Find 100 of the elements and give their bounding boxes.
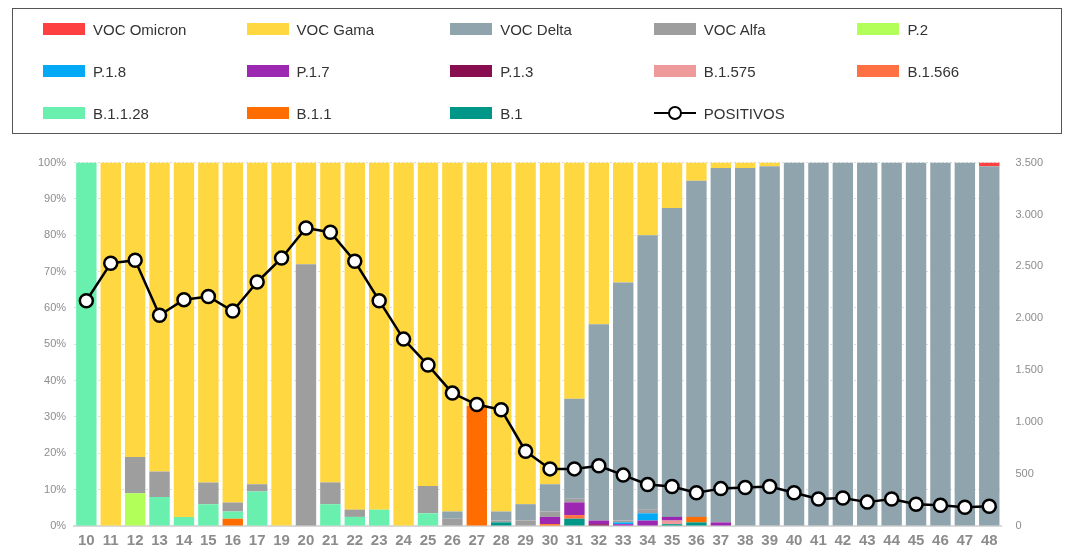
y2-tick-label: 2.500 — [1015, 259, 1043, 272]
y-tick-label: 10% — [44, 482, 67, 495]
bar — [588, 324, 610, 521]
y-tick-label: 70% — [44, 264, 67, 277]
bar — [222, 502, 243, 512]
y2-tick-label: 500 — [1015, 467, 1034, 480]
x-tick-label: 42 — [834, 531, 852, 549]
bar — [198, 504, 219, 526]
point — [639, 476, 656, 493]
bar — [222, 518, 243, 526]
bar — [539, 484, 561, 512]
point — [298, 220, 314, 236]
bar — [905, 162, 927, 526]
bar — [124, 162, 146, 457]
bar — [271, 162, 292, 526]
bar — [759, 166, 780, 526]
point — [932, 497, 949, 513]
y2-tick-label: 1.500 — [1015, 363, 1043, 376]
x-tick-label: 25 — [419, 531, 437, 549]
point — [200, 288, 217, 305]
point — [225, 303, 241, 319]
x-tick-label: 27 — [468, 531, 486, 549]
point — [908, 496, 924, 512]
bar — [442, 518, 463, 526]
x-tick-label: 37 — [712, 531, 730, 549]
y-tick-label: 80% — [44, 228, 67, 241]
x-tick-label: 19 — [273, 531, 290, 549]
y-tick-label: 100% — [37, 155, 67, 168]
bar — [637, 520, 658, 526]
bar — [564, 502, 585, 516]
bar — [710, 162, 732, 169]
bar — [661, 516, 683, 521]
bar — [735, 168, 756, 526]
point — [835, 490, 851, 506]
x-tick-label: 31 — [566, 531, 583, 549]
bar — [930, 162, 951, 526]
bar — [783, 162, 805, 526]
bar — [637, 162, 658, 236]
y-tick-label: 0% — [50, 519, 67, 532]
point — [615, 467, 631, 483]
bar — [295, 162, 317, 265]
point — [761, 478, 778, 495]
point — [151, 307, 168, 323]
legend-label: B.1.1.28 — [93, 104, 149, 122]
bar — [417, 486, 439, 514]
bar — [173, 162, 195, 517]
y2-tick-label: 3.000 — [1015, 207, 1043, 220]
bar — [857, 162, 878, 526]
x-tick-label: 35 — [663, 531, 681, 549]
bar — [368, 162, 390, 510]
point — [127, 252, 143, 268]
bar — [466, 406, 487, 526]
bar — [173, 516, 195, 526]
point — [493, 401, 509, 418]
bar — [564, 398, 585, 499]
bar — [344, 162, 365, 510]
y2-tick-label: 3.500 — [1015, 155, 1043, 168]
bar — [686, 522, 707, 526]
bar — [588, 162, 610, 325]
x-tick-label: 22 — [346, 531, 364, 549]
point — [249, 274, 265, 290]
point — [713, 480, 729, 497]
bar — [76, 162, 97, 526]
bar — [613, 282, 634, 521]
point — [347, 253, 363, 269]
y2-tick-label: 0 — [1015, 519, 1022, 532]
bar — [222, 162, 243, 503]
y2-tick-label: 1.000 — [1015, 415, 1043, 428]
y-tick-label: 50% — [44, 337, 67, 350]
bar — [564, 518, 585, 526]
legend-label: P.2 — [907, 20, 928, 38]
bar — [686, 180, 707, 517]
point — [688, 485, 705, 501]
legend-label: P.1.8 — [93, 62, 127, 80]
bar — [686, 516, 707, 523]
legend-label: VOC Gama — [296, 20, 375, 38]
bar — [368, 509, 390, 526]
x-tick-label: 45 — [907, 531, 925, 549]
point — [469, 396, 485, 413]
point — [664, 478, 680, 495]
bar — [295, 264, 317, 526]
bar — [198, 482, 219, 505]
legend-label: VOC Omicron — [93, 20, 187, 38]
bar — [832, 162, 854, 526]
x-tick-label: 34 — [639, 531, 657, 549]
legend-label: B.1.1 — [296, 104, 332, 122]
point — [957, 499, 973, 516]
y2-tick-label: 2.000 — [1015, 311, 1043, 324]
x-tick-label: 29 — [517, 531, 534, 549]
bar — [320, 162, 341, 483]
y-tick-label: 60% — [44, 300, 67, 313]
bar — [954, 162, 976, 526]
bar — [320, 482, 341, 505]
legend-label: VOC Alfa — [703, 20, 766, 38]
x-tick-label: 12 — [126, 531, 144, 549]
bar — [613, 162, 634, 283]
legend-label: B.1 — [500, 104, 523, 122]
bar — [686, 162, 707, 181]
bar — [442, 511, 463, 519]
point — [371, 292, 387, 309]
